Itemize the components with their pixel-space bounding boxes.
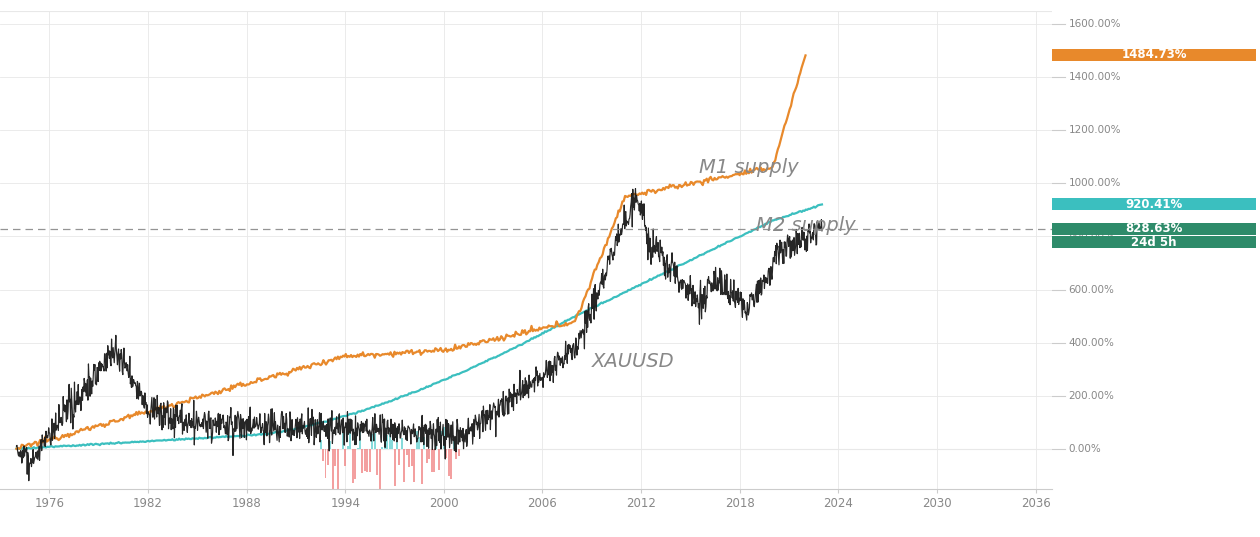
Bar (433, 449, 435, 472)
Bar (367, 449, 368, 472)
Bar (374, 432, 375, 449)
Bar (341, 433, 344, 449)
Bar (421, 449, 422, 484)
Text: 800.00%: 800.00% (1068, 231, 1115, 242)
Bar (393, 449, 396, 487)
Bar (403, 449, 406, 482)
FancyBboxPatch shape (1052, 236, 1256, 248)
Bar (436, 439, 437, 449)
Bar (352, 449, 354, 483)
FancyBboxPatch shape (1052, 199, 1256, 211)
Bar (334, 449, 336, 467)
Bar (413, 449, 416, 482)
Text: 200.00%: 200.00% (1068, 391, 1115, 401)
Text: M2 supply: M2 supply (756, 216, 856, 235)
Text: M1 supply: M1 supply (698, 158, 799, 177)
Bar (426, 449, 427, 463)
Text: 920.41%: 920.41% (1125, 198, 1183, 211)
Bar (323, 449, 324, 461)
Bar (320, 440, 321, 449)
FancyBboxPatch shape (1052, 49, 1256, 61)
Bar (438, 449, 440, 470)
Bar (406, 449, 408, 455)
Bar (354, 449, 357, 478)
Bar (364, 449, 365, 471)
Bar (431, 449, 432, 472)
Text: 1400.00%: 1400.00% (1068, 72, 1121, 82)
Bar (382, 447, 383, 449)
Bar (401, 438, 403, 449)
Text: 1484.73%: 1484.73% (1121, 48, 1187, 61)
Bar (418, 437, 420, 449)
Bar (441, 431, 442, 449)
Bar (331, 449, 334, 496)
Text: 1200.00%: 1200.00% (1068, 125, 1121, 135)
Bar (379, 449, 381, 498)
Bar (447, 449, 450, 476)
Bar (349, 431, 352, 449)
Text: XAUUSD: XAUUSD (592, 352, 674, 371)
Bar (452, 441, 455, 449)
Bar (455, 449, 457, 459)
Bar (329, 441, 331, 449)
Bar (328, 449, 329, 465)
Bar (398, 449, 401, 465)
FancyBboxPatch shape (1052, 223, 1256, 235)
Text: 400.00%: 400.00% (1068, 338, 1115, 347)
Bar (346, 446, 349, 449)
Bar (388, 433, 391, 449)
Bar (408, 449, 411, 468)
Bar (372, 433, 373, 449)
Bar (325, 449, 326, 478)
Text: 600.00%: 600.00% (1068, 285, 1115, 294)
Bar (428, 449, 430, 459)
Text: 828.63%: 828.63% (1125, 222, 1183, 235)
Text: 0.00%: 0.00% (1068, 444, 1101, 454)
Bar (396, 428, 398, 449)
Bar (362, 449, 363, 473)
Bar (377, 449, 378, 475)
Bar (386, 435, 388, 449)
Bar (357, 447, 359, 449)
Bar (423, 437, 425, 449)
Bar (344, 449, 346, 466)
Bar (450, 449, 452, 478)
Bar (442, 427, 445, 449)
Text: 1600.00%: 1600.00% (1068, 19, 1121, 29)
Bar (416, 431, 418, 449)
Text: 24d 5h: 24d 5h (1131, 236, 1177, 249)
Bar (411, 449, 413, 467)
Text: 1000.00%: 1000.00% (1068, 178, 1121, 188)
Bar (336, 449, 339, 491)
Bar (391, 440, 393, 449)
Bar (359, 430, 362, 449)
Bar (384, 433, 386, 449)
Bar (369, 449, 370, 471)
Bar (445, 449, 447, 458)
Bar (457, 449, 460, 456)
